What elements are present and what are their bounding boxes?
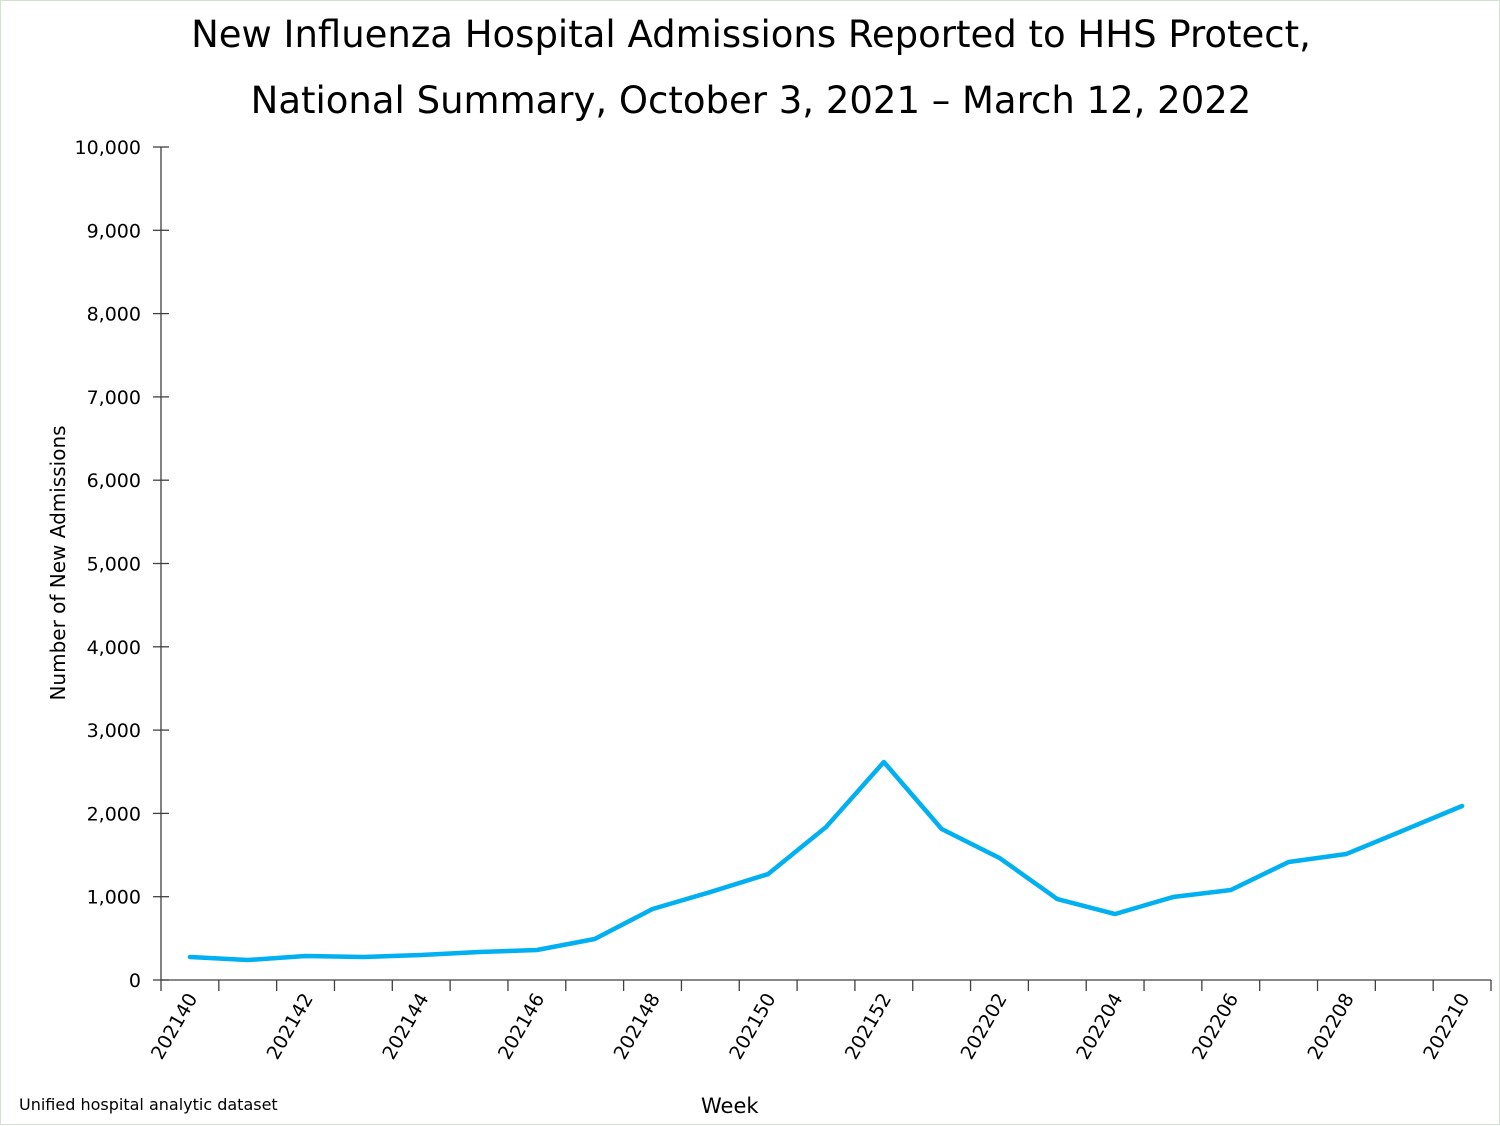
x-tick-label: 202144: [378, 990, 433, 1064]
x-axis-label: Week: [701, 1094, 759, 1118]
x-tick-label: 202140: [147, 990, 202, 1064]
y-tick-label: 1,000: [87, 887, 141, 909]
x-tick-label: 202152: [841, 990, 896, 1064]
y-tick-label: 5,000: [87, 554, 141, 576]
x-tick-label: 202146: [494, 990, 549, 1064]
x-tick-label: 202206: [1188, 990, 1243, 1064]
x-tick-label: 202150: [725, 990, 780, 1064]
y-tick-label: 4,000: [87, 637, 141, 659]
series-line: [190, 762, 1462, 960]
y-tick-label: 0: [129, 970, 141, 992]
source-footnote: Unified hospital analytic dataset: [19, 1095, 278, 1114]
x-tick-label: 202204: [1072, 990, 1127, 1064]
y-tick-label: 6,000: [87, 470, 141, 492]
x-tick-label: 202142: [263, 990, 318, 1064]
y-tick-label: 3,000: [87, 720, 141, 742]
x-tick-label: 202202: [956, 990, 1011, 1064]
y-tick-label: 10,000: [75, 137, 141, 159]
x-tick-label: 202210: [1419, 990, 1474, 1064]
x-tick-label: 202148: [610, 990, 665, 1064]
y-axis-label: Number of New Admissions: [46, 425, 70, 700]
y-tick-label: 8,000: [87, 304, 141, 326]
y-tick-label: 7,000: [87, 387, 141, 409]
y-tick-label: 9,000: [87, 220, 141, 242]
y-tick-label: 2,000: [87, 803, 141, 825]
x-tick-label: 202208: [1303, 990, 1358, 1064]
